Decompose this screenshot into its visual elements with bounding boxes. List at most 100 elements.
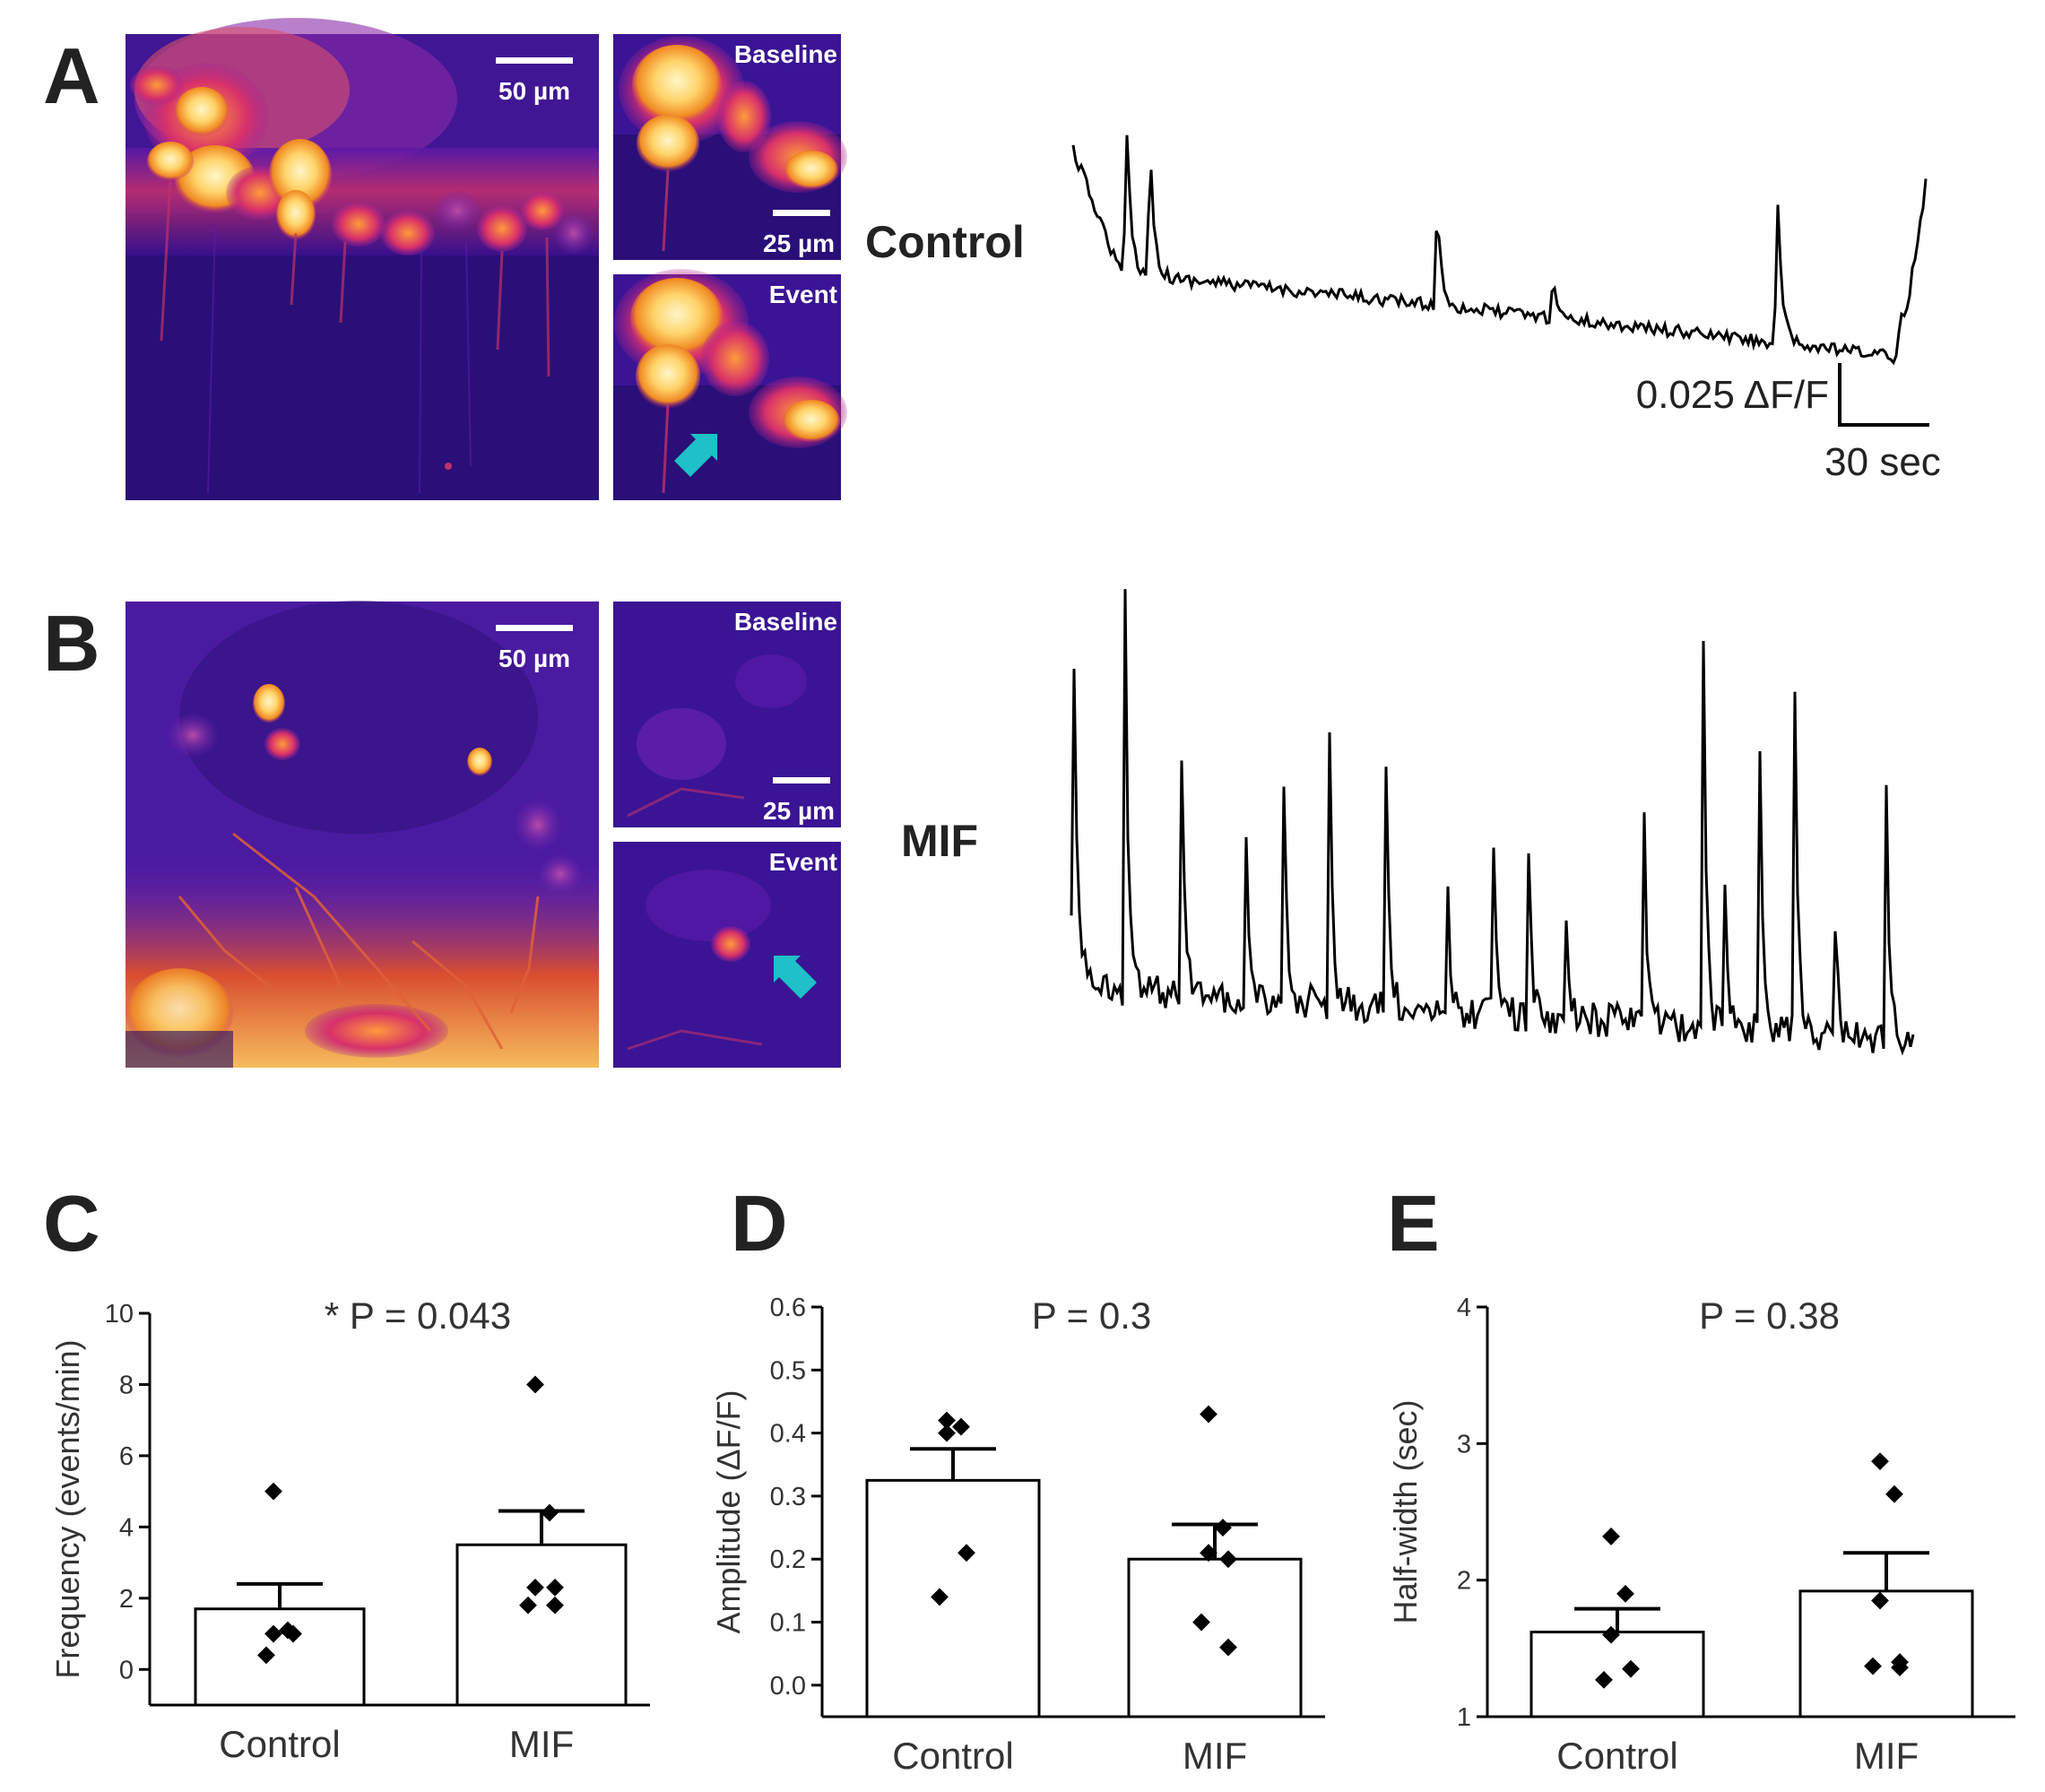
data-point — [1219, 1550, 1237, 1569]
y-tick-label: 2 — [1457, 1567, 1471, 1596]
y-axis-title: Half-width (sec) — [1387, 1399, 1424, 1623]
scale-bar-b-main — [496, 625, 573, 631]
data-point — [1602, 1528, 1620, 1545]
y-axis-title: Amplitude (ΔF/F) — [710, 1389, 747, 1633]
y-tick-label: 4 — [1457, 1294, 1471, 1322]
scale-label-a-main: 50 µm — [498, 77, 570, 105]
micrograph-b-main: 50 µm — [126, 601, 599, 1068]
category-label-mif: MIF — [1854, 1735, 1919, 1777]
y-axis-title: Frequency (events/min) — [49, 1339, 86, 1678]
y-tick-label: 1 — [1457, 1703, 1471, 1732]
condition-label-b: MIF — [901, 816, 978, 866]
y-tick-label: 8 — [119, 1371, 134, 1399]
event-arrow-a — [674, 434, 717, 477]
bar-control — [1529, 1631, 1705, 1718]
data-point — [1214, 1519, 1232, 1537]
data-point — [952, 1417, 970, 1436]
y-tick-label: 3 — [1457, 1430, 1471, 1459]
data-point — [931, 1588, 949, 1606]
trace-mif — [1070, 589, 1915, 1056]
data-point — [264, 1624, 282, 1643]
data-point — [1871, 1452, 1889, 1471]
trace-control — [1071, 134, 1928, 366]
data-point — [1616, 1585, 1634, 1603]
category-label-mif: MIF — [1183, 1735, 1247, 1777]
panel-a: A — [43, 18, 1941, 500]
y-tick-label: 0.5 — [770, 1356, 806, 1385]
p-value: P = 0.3 — [1032, 1294, 1152, 1337]
data-point — [938, 1411, 956, 1430]
data-point — [1219, 1638, 1237, 1657]
micrograph-a-event: Event — [613, 269, 847, 500]
inset-label-a-event: Event — [769, 281, 837, 308]
data-point — [546, 1596, 564, 1615]
bar-control — [194, 1607, 366, 1707]
data-point — [284, 1624, 302, 1643]
scale-label-b-inset: 25 µm — [763, 797, 835, 825]
y-tick-label: 0.6 — [770, 1294, 806, 1322]
category-label-control: Control — [219, 1723, 340, 1765]
y-tick-label: 0.0 — [770, 1672, 806, 1701]
data-point — [1871, 1591, 1889, 1610]
data-point — [526, 1579, 544, 1597]
micrograph-a-baseline: Baseline 25 µm — [613, 34, 847, 260]
panel-letter-b: B — [43, 599, 100, 688]
panel-b: B 50 µm — [43, 589, 1915, 1068]
data-point — [1200, 1544, 1217, 1563]
data-point — [519, 1596, 537, 1615]
y-tick-label: 0 — [119, 1656, 134, 1684]
data-point — [541, 1503, 559, 1522]
panel-letter-e: E — [1387, 1179, 1440, 1268]
event-arrow-b — [774, 956, 817, 999]
summary-charts: C 0 2 4 6 8 10 Frequency (events/min) * P = 0.04… — [43, 1179, 2015, 1777]
bar-mif — [455, 1543, 628, 1707]
scale-bar-a-main — [496, 57, 573, 64]
p-value: * P = 0.043 — [325, 1294, 511, 1337]
scale-bar-a-inset — [773, 210, 830, 216]
scale-label-b-main: 50 µm — [498, 645, 570, 672]
condition-label-a: Control — [865, 217, 1025, 267]
data-point — [526, 1375, 544, 1394]
data-point — [1885, 1485, 1903, 1503]
data-point — [1864, 1657, 1882, 1675]
chart-d: D 0.0 0.1 0.2 0.3 0.4 0.5 0.6 Amplitude (ΔF/F) P … — [710, 1179, 1325, 1777]
category-label-control: Control — [892, 1735, 1013, 1777]
scale-bar-b-inset — [773, 777, 830, 783]
y-tick-label: 2 — [119, 1585, 134, 1614]
category-label-control: Control — [1556, 1735, 1677, 1777]
data-point — [1200, 1405, 1217, 1424]
inset-label-b-event: Event — [769, 848, 837, 876]
data-point — [1891, 1658, 1909, 1677]
y-tick-label: 0.3 — [770, 1483, 806, 1511]
bar-control — [865, 1478, 1041, 1718]
data-point — [546, 1579, 564, 1597]
chart-e: E 1 2 3 4 Half-width (sec) P = 0.38 Control MIF — [1387, 1179, 2015, 1777]
y-tick-label: 0.4 — [770, 1420, 806, 1449]
micrograph-b-event: Event — [613, 842, 841, 1068]
y-tick-label: 0.2 — [770, 1545, 806, 1574]
trace-scale-y-label: 0.025 ΔF/F — [1636, 373, 1829, 417]
y-tick-label: 0.1 — [770, 1609, 806, 1638]
trace-scale-x-label: 30 sec — [1824, 440, 1941, 484]
panel-letter-c: C — [43, 1179, 100, 1268]
chart-c: C 0 2 4 6 8 10 Frequency (events/min) * P = 0.04… — [43, 1179, 650, 1765]
bar-mif — [1798, 1589, 1974, 1718]
panel-letter-d: D — [731, 1179, 788, 1268]
panel-letter-a: A — [43, 31, 100, 120]
data-point — [938, 1424, 956, 1442]
data-point — [1622, 1659, 1640, 1678]
data-point — [257, 1646, 275, 1665]
y-tick-label: 10 — [105, 1300, 134, 1329]
data-point — [1192, 1613, 1210, 1632]
scale-label-a-inset: 25 µm — [763, 229, 835, 257]
y-tick-label: 4 — [119, 1513, 134, 1542]
p-value: P = 0.38 — [1699, 1294, 1840, 1337]
data-point — [1595, 1670, 1613, 1689]
data-point — [264, 1482, 282, 1501]
micrograph-b-baseline: Baseline 25 µm — [613, 602, 841, 827]
category-label-mif: MIF — [509, 1723, 574, 1765]
data-point — [1602, 1625, 1620, 1644]
inset-label-a-baseline: Baseline — [734, 40, 837, 68]
y-tick-label: 6 — [119, 1442, 134, 1471]
